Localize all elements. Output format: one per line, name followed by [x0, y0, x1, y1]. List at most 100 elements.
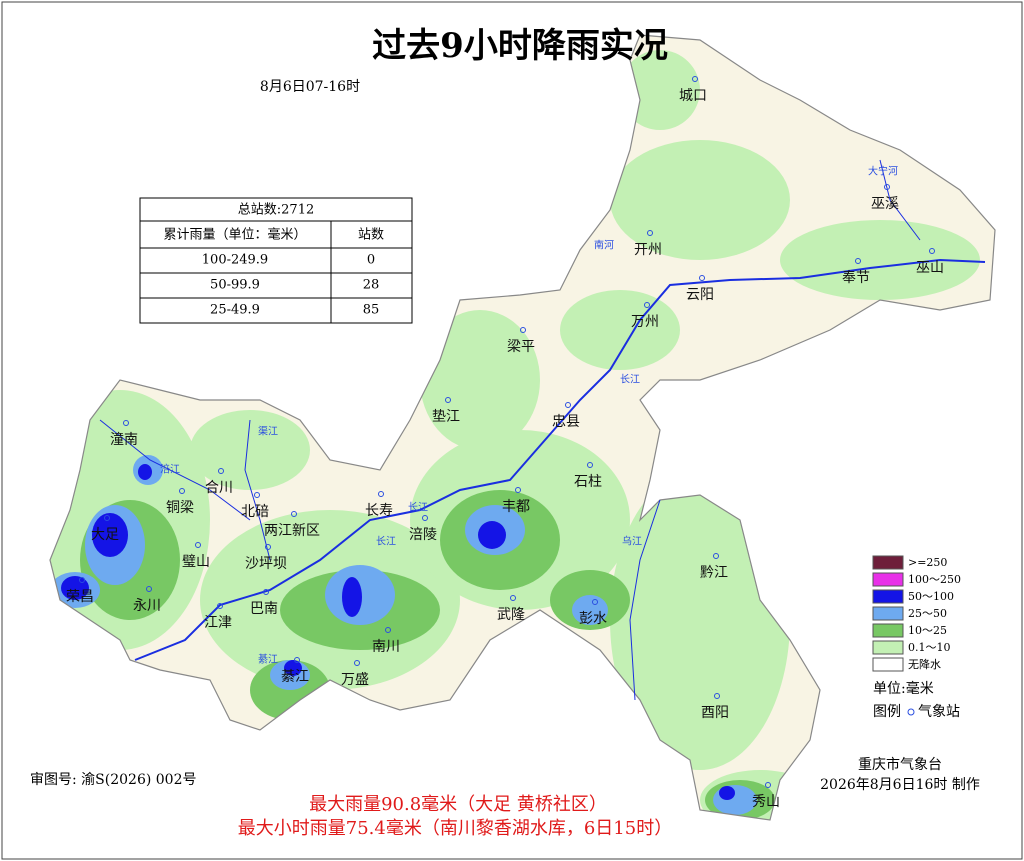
place-label: 忠县 [552, 414, 580, 430]
station [254, 492, 260, 498]
place-label: 梁平 [507, 339, 535, 355]
station [855, 258, 861, 264]
station [146, 586, 152, 592]
legend-swatch [872, 623, 904, 638]
place-label: 涪陵 [409, 527, 437, 543]
place-label: 沙坪坝 [245, 556, 287, 572]
table-header: 累计雨量（单位：毫米） [163, 227, 306, 243]
place-label: 铜梁 [166, 500, 194, 516]
made-time: 2026年8月6日16时 制作 [820, 777, 980, 793]
table-count: 0 [367, 253, 375, 268]
stats-table [139, 197, 413, 324]
place-label: 荣昌 [66, 589, 94, 605]
legend-label: 100～250 [908, 573, 961, 586]
place-label: 两江新区 [264, 523, 320, 539]
place-label: 巫溪 [871, 196, 899, 212]
station [445, 397, 451, 403]
table-total: 总站数:2712 [238, 203, 314, 218]
place-label: 璧山 [182, 553, 210, 570]
legend-label: 25～50 [908, 607, 947, 620]
station [713, 553, 719, 559]
station [265, 544, 271, 550]
place-label: 潼南 [110, 431, 138, 448]
station [79, 577, 85, 583]
station [123, 420, 129, 426]
station [587, 462, 593, 468]
legend-label: >=250 [908, 556, 947, 569]
station [294, 657, 300, 663]
station [714, 693, 720, 699]
place-label: 垫江 [432, 409, 460, 425]
station [217, 603, 223, 609]
place-label: 南川 [372, 639, 400, 655]
station [692, 76, 698, 82]
station-symbol [907, 708, 915, 716]
place-label: 綦江 [281, 669, 309, 685]
legend-key: 图例 [873, 704, 901, 720]
river-label: 长江 [408, 502, 428, 514]
river-label: 綦江 [258, 653, 278, 666]
place-label: 合川 [205, 480, 233, 496]
station [884, 184, 890, 190]
river-label: 涪江 [160, 463, 180, 476]
river-label: 长江 [620, 374, 640, 386]
approval: 审图号: 渝S(2026) 002号 [30, 772, 196, 788]
table-header: 站数 [358, 228, 384, 243]
station [515, 487, 521, 493]
place-label: 丰都 [502, 499, 530, 515]
place-label: 万盛 [341, 672, 369, 688]
place-label: 武隆 [497, 607, 525, 623]
river-label: 长江 [376, 536, 396, 548]
table-count: 28 [363, 278, 380, 293]
legend-label: 无降水 [908, 657, 941, 671]
place-label: 黔江 [700, 565, 728, 581]
station [378, 491, 384, 497]
place-label: 大足 [91, 527, 119, 543]
table-range: 100-249.9 [202, 253, 268, 268]
agency: 重庆市气象台 [858, 756, 942, 773]
place-label: 江津 [204, 615, 232, 631]
subtitle: 8月6日07-16时 [260, 79, 360, 95]
place-label: 奉节 [842, 270, 870, 286]
place-label: 石柱 [574, 474, 602, 490]
station [592, 599, 598, 605]
place-label: 永川 [133, 598, 161, 614]
place-label: 酉阳 [701, 705, 729, 721]
station [422, 515, 428, 521]
station [765, 782, 771, 788]
station [644, 302, 650, 308]
station [520, 327, 526, 333]
place-label: 万州 [631, 314, 659, 330]
station [179, 488, 185, 494]
legend-swatch [872, 657, 904, 672]
station [510, 595, 516, 601]
station [699, 275, 705, 281]
river-label: 南河 [594, 239, 614, 252]
river-label: 大宁河 [868, 165, 898, 178]
legend-label: 10～25 [908, 624, 947, 637]
legend-swatch [872, 606, 904, 621]
place-label: 秀山 [752, 794, 780, 810]
legend-swatch [872, 555, 904, 570]
title: 过去9小时降雨实况 [372, 26, 668, 66]
place-label: 彭水 [579, 611, 607, 627]
station [354, 660, 360, 666]
table-range: 25-49.9 [210, 303, 260, 318]
place-label: 巴南 [250, 601, 278, 617]
legend-station: 气象站 [918, 704, 960, 720]
station [929, 248, 935, 254]
place-label: 长寿 [365, 502, 393, 519]
station [647, 230, 653, 236]
legend-swatch [872, 589, 904, 604]
legend-label: 50～100 [908, 590, 954, 603]
river-label: 乌江 [622, 535, 642, 548]
table-range: 50-99.9 [210, 278, 260, 293]
table-count: 85 [363, 303, 380, 318]
station [195, 542, 201, 548]
place-label: 云阳 [686, 287, 714, 303]
table-lines [140, 220, 412, 323]
place-label: 巫山 [916, 260, 944, 276]
place-label: 北碚 [241, 504, 269, 520]
max-hourly: 最大小时雨量75.4毫米（南川黎香湖水库，6日15时） [238, 818, 672, 839]
